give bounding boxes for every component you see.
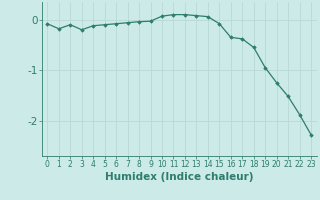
X-axis label: Humidex (Indice chaleur): Humidex (Indice chaleur) <box>105 172 253 182</box>
